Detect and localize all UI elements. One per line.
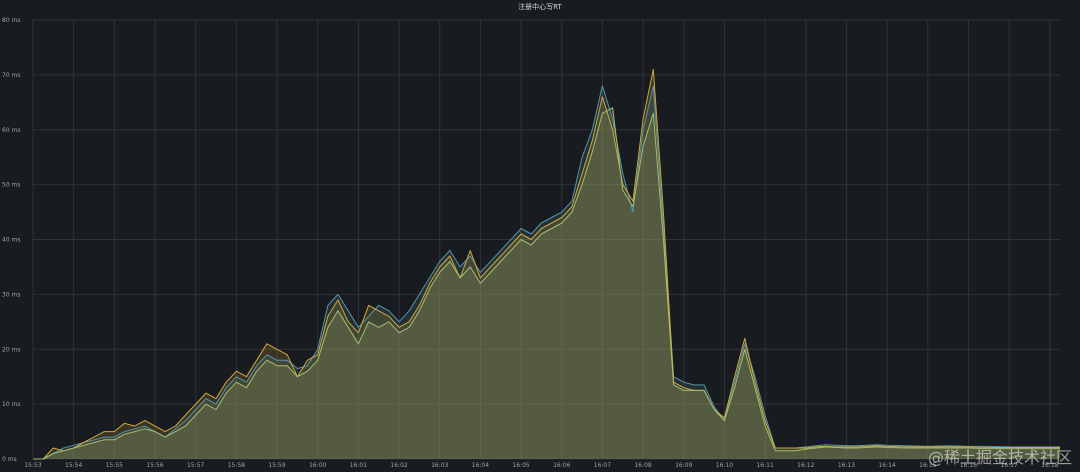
y-tick-label: 30 ms: [2, 291, 21, 298]
y-tick-label: 60 ms: [2, 127, 21, 134]
watermark-text: @稀土掘金技术社区: [927, 448, 1072, 467]
x-tick-label: 15:55: [106, 462, 123, 469]
x-tick-label: 16:07: [594, 462, 611, 469]
line-layer: [33, 68, 1060, 460]
series-line-2: [33, 107, 1060, 460]
series-line-1: [33, 68, 1060, 460]
grid-layer: [32, 19, 1060, 460]
y-tick-label: 50 ms: [2, 182, 21, 189]
x-tick-label: 16:12: [797, 462, 814, 469]
x-tick-label: 16:15: [919, 462, 936, 469]
y-tick-label: 40 ms: [2, 237, 21, 244]
x-tick-label: 16:11: [756, 462, 773, 469]
series-area-0: [33, 85, 1060, 460]
x-tick-label: 16:05: [512, 462, 529, 469]
series-area-1: [33, 69, 1060, 460]
y-tick-label: 10 ms: [2, 401, 21, 408]
x-tick-label: 16:01: [350, 462, 367, 469]
x-tick-label: 16:08: [634, 462, 651, 469]
series-area-2: [33, 107, 1060, 460]
chart-title: 注册中心写RT: [518, 3, 562, 11]
y-tick-label: 80 ms: [2, 17, 21, 24]
x-tick-label: 16:03: [431, 462, 448, 469]
x-tick-label: 16:09: [675, 462, 692, 469]
x-tick-label: 15:54: [65, 462, 82, 469]
x-tick-label: 16:16: [960, 462, 977, 469]
x-tick-label: 16:14: [878, 462, 895, 469]
x-tick-label: 16:02: [390, 462, 407, 469]
x-tick-label: 15:58: [228, 462, 245, 469]
x-tick-label: 15:56: [146, 462, 163, 469]
series-line-0: [33, 85, 1060, 460]
x-tick-label: 16:00: [309, 462, 326, 469]
x-tick-label: 16:04: [472, 462, 489, 469]
x-axis: 15:53 15:54 15:55 15:56 15:57 15:58 15:59 16:00…: [24, 462, 1058, 469]
x-tick-label: 16:06: [553, 462, 570, 469]
y-tick-label: 0 ms: [2, 456, 17, 463]
x-tick-label: 15:59: [268, 462, 285, 469]
area-layer: [33, 69, 1060, 460]
y-tick-label: 20 ms: [2, 346, 21, 353]
x-tick-label: 16:17: [1001, 462, 1018, 469]
x-tick-label: 16:13: [838, 462, 855, 469]
x-tick-label: 16:10: [716, 462, 733, 469]
x-tick-label: 15:57: [187, 462, 204, 469]
y-axis: 0 ms 10 ms 20 ms 30 ms 40 ms 50 ms 60 ms 70 ms 8…: [2, 17, 21, 463]
x-tick-label: 16:18: [1041, 462, 1058, 469]
y-tick-label: 70 ms: [2, 72, 21, 79]
x-tick-label: 15:53: [24, 462, 41, 469]
